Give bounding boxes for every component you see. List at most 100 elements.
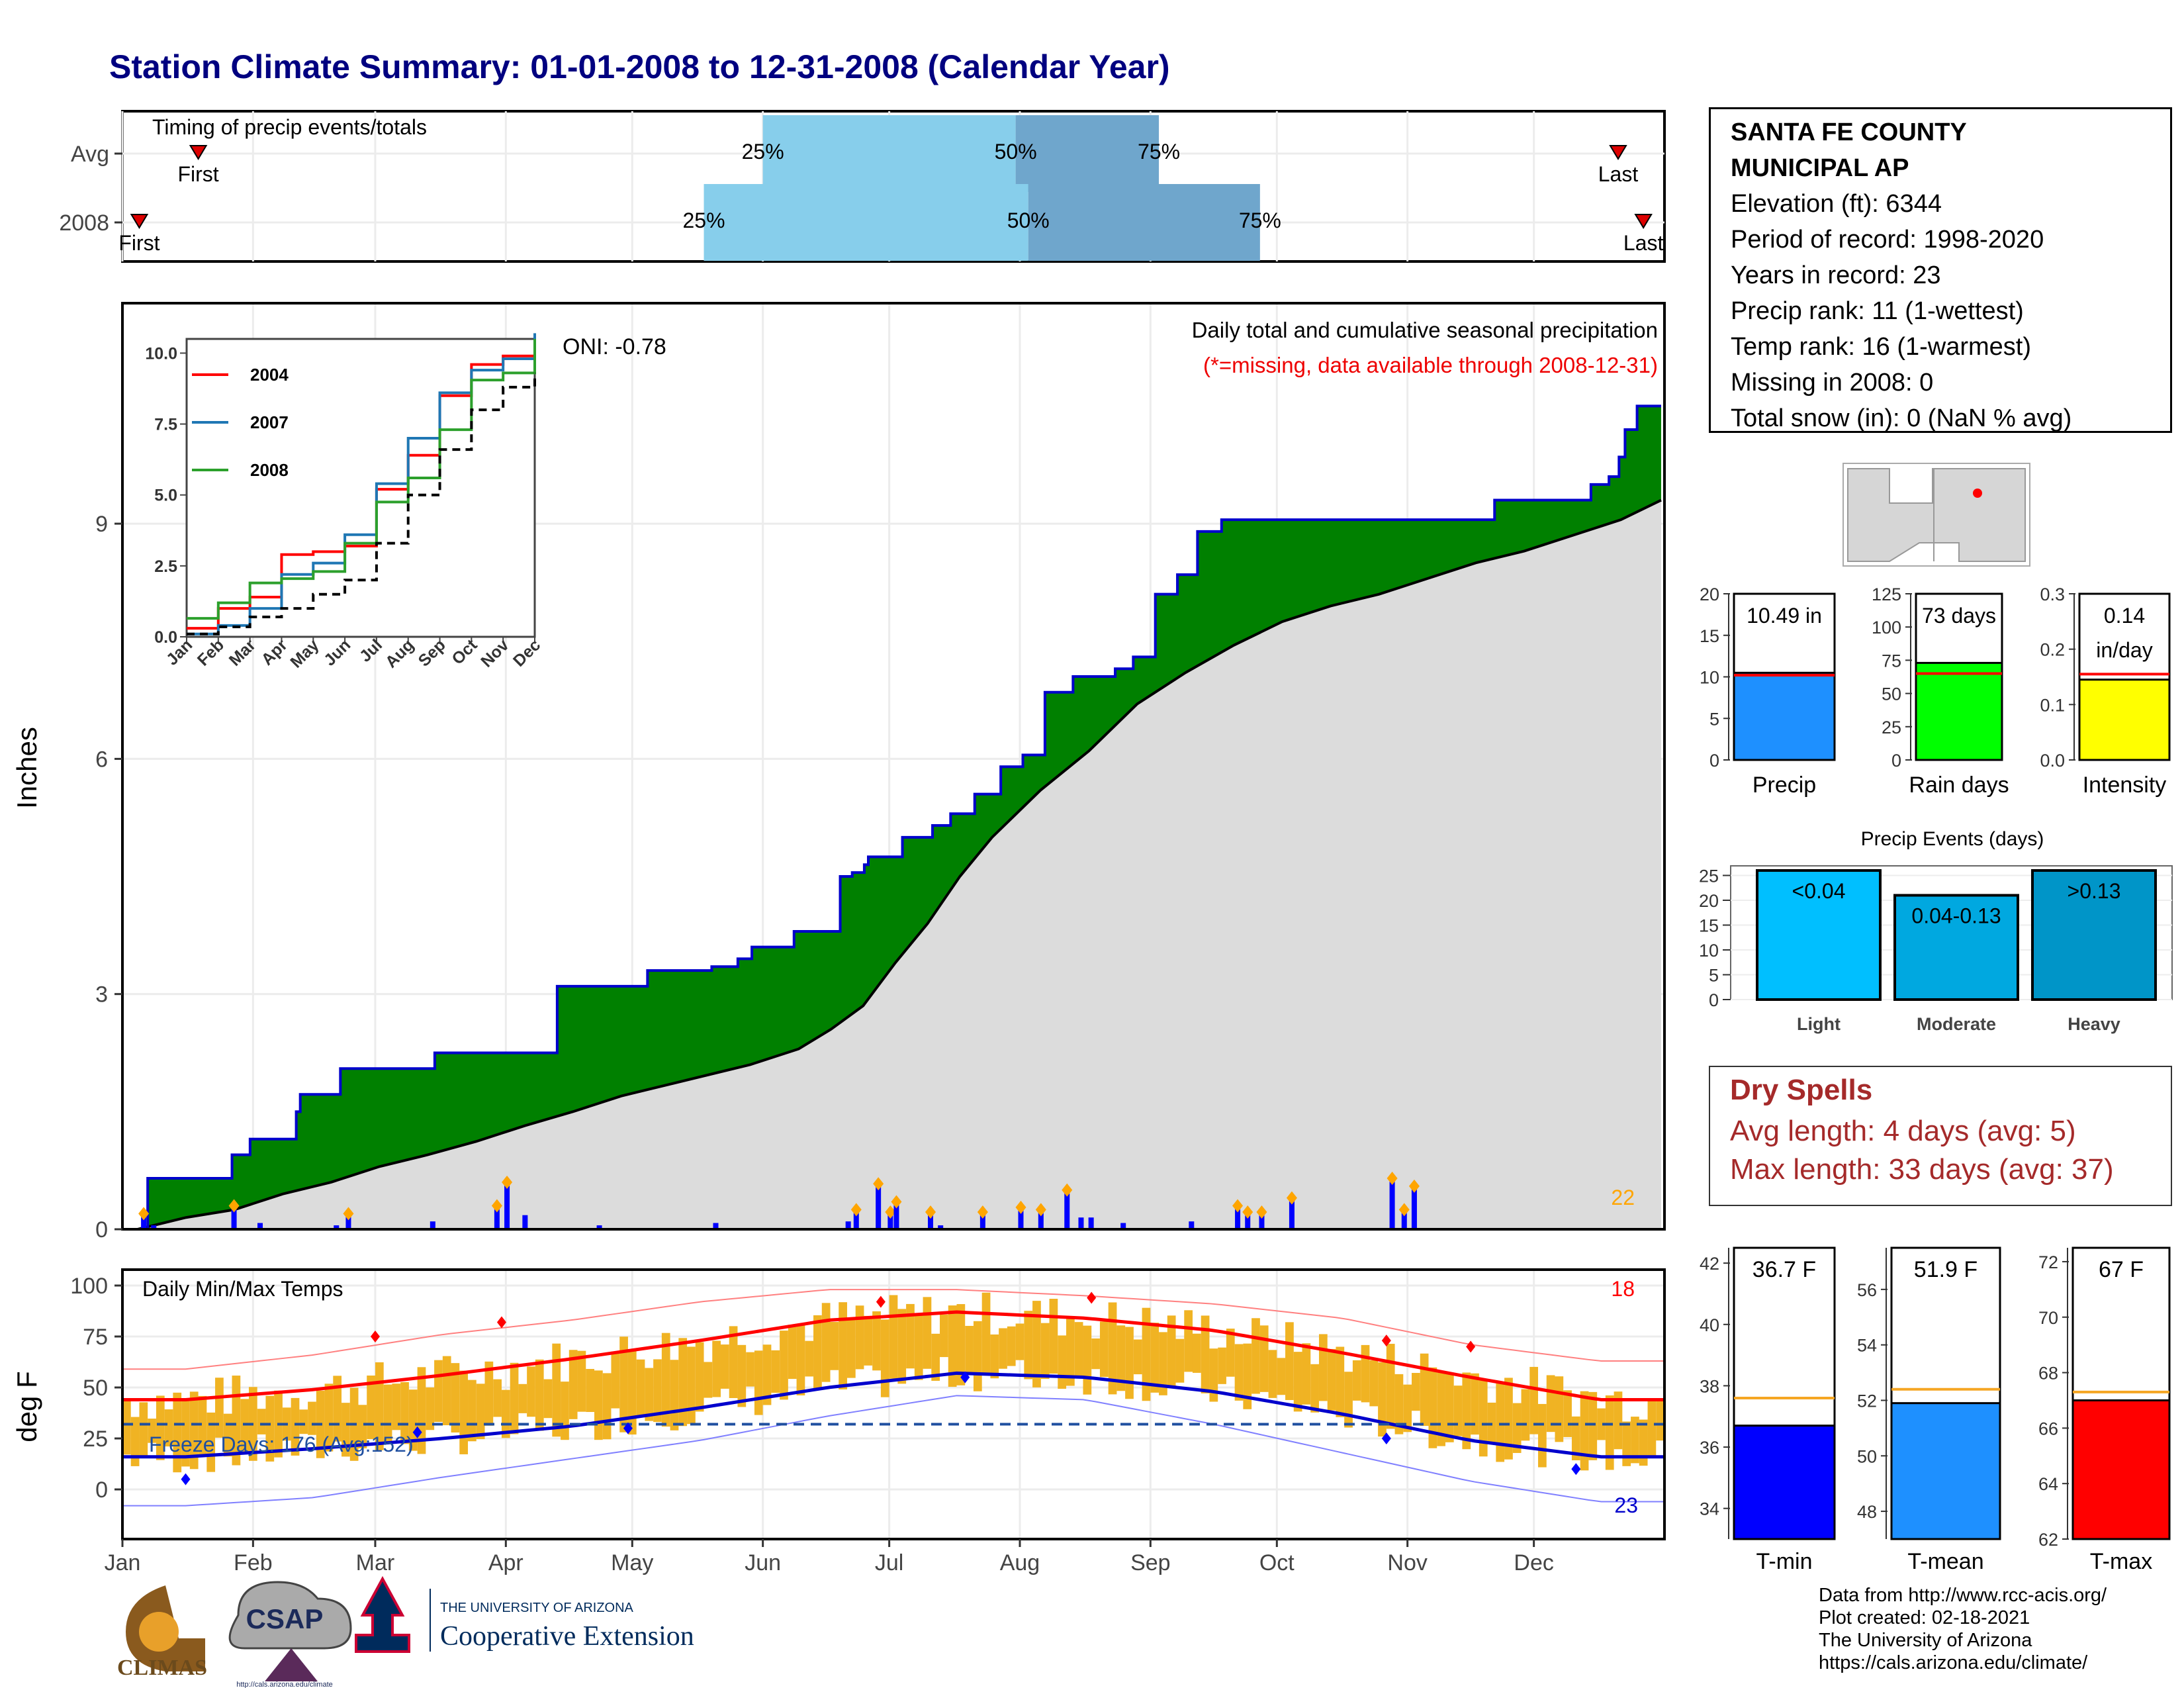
daily-precip-bar [713, 1223, 719, 1229]
summary-rain-days-ytick-label: 0 [1891, 751, 1901, 771]
daily-temp-range-bar [1024, 1311, 1033, 1380]
daily-temp-range-bar [1032, 1301, 1041, 1387]
inset-frame [185, 338, 536, 638]
csap-logo-mountain [265, 1648, 318, 1681]
daily-temp-range-bar [695, 1342, 704, 1412]
daily-precip-record-marker [1035, 1203, 1046, 1217]
daily-temp-range-bar [527, 1366, 535, 1417]
daily-temp-range-bar [164, 1409, 173, 1447]
precip-panel-frame [121, 302, 1666, 1231]
daily-temp-range-bar [1285, 1322, 1294, 1400]
daily-temp-range-bar [661, 1333, 670, 1427]
footer-url: https://cals.arizona.edu/climate/ [1819, 1652, 2088, 1673]
daily-temp-range-bar [518, 1383, 527, 1413]
daily-precip-bar [334, 1225, 340, 1229]
events-bar-light [1756, 869, 1882, 1001]
daily-temp-range-bar [636, 1359, 645, 1418]
daily-temp-range-bar [1394, 1374, 1404, 1434]
summary-precip-category-label: Precip [1752, 773, 1816, 798]
daily-temp-range-bar [543, 1379, 553, 1419]
daily-temp-range-bar [1378, 1362, 1387, 1437]
timing-row-label-Avg: Avg [71, 142, 109, 167]
temp-ytick-label: 25 [83, 1427, 108, 1452]
daily-temp-range-bar [341, 1403, 350, 1457]
daily-temp-range-bar [1631, 1417, 1639, 1464]
events-ytick-label: 25 [1699, 867, 1719, 886]
events-ytick-label: 10 [1699, 941, 1719, 961]
record-low-marker [623, 1422, 633, 1434]
precip-ytick-label: 3 [95, 982, 108, 1008]
precip-record-count: 22 [1611, 1186, 1635, 1209]
daily-temp-range-bar [1597, 1408, 1606, 1440]
daily-temp-range-bar [805, 1340, 814, 1377]
daily-temp-range-bar [720, 1344, 729, 1389]
events-category-label: Moderate [1917, 1014, 1996, 1034]
summary-precip-bar [1733, 671, 1836, 761]
month-tick-label: Mar [356, 1550, 395, 1575]
daily-temp-range-bar [821, 1303, 831, 1382]
daily-temp-range-bar [1588, 1391, 1598, 1460]
precip-average-area [138, 500, 1661, 1229]
daily-temp-range-bar [1150, 1323, 1160, 1393]
station-info-box: SANTA FE COUNTY MUNICIPAL AP Elevation (… [1709, 107, 2172, 433]
daily-precip-bar [876, 1184, 882, 1229]
daily-temp-range-bar [1412, 1373, 1420, 1411]
csap-logo-text: CSAP [246, 1603, 324, 1634]
events-title: Precip Events (days) [1861, 828, 2044, 850]
daily-temp-range-bar [1074, 1322, 1083, 1377]
precip-ytick-label: 0 [95, 1217, 108, 1243]
ua-logo-big-text: Cooperative Extension [440, 1621, 694, 1652]
daily-temp-range-bar [181, 1399, 190, 1467]
record-low-marker [181, 1473, 191, 1485]
daily-temp-range-bar [1184, 1310, 1193, 1372]
temp-summary-tmin-bar [1733, 1425, 1836, 1540]
daily-temp-range-bar [771, 1350, 780, 1393]
daily-temp-range-bar [729, 1326, 738, 1399]
inset-xtick-label: May [287, 635, 322, 671]
daily-temp-range-bar [678, 1338, 688, 1427]
daily-temp-range-bar [308, 1401, 316, 1435]
daily-temp-range-bar [897, 1309, 907, 1384]
daily-temp-range-bar [1066, 1317, 1075, 1386]
temp-y-axis-label: deg F [11, 1371, 42, 1442]
daily-precip-bar [504, 1182, 510, 1229]
temp-summary-tmax-value-label: 67 F [2099, 1257, 2144, 1282]
summary-intensity-value-label: in/day [2096, 638, 2152, 662]
temp-summary-tmax-ytick-label: 62 [2038, 1530, 2058, 1550]
daily-temp-range-bar [1428, 1367, 1437, 1448]
daily-temp-range-bar [687, 1346, 696, 1425]
daily-precip-bar [1189, 1221, 1195, 1229]
daily-temp-range-bar [880, 1319, 889, 1397]
dry-spells-max: Max length: 33 days (avg: 37) [1730, 1153, 2114, 1186]
daily-temp-range-bar [1209, 1348, 1218, 1402]
daily-temp-range-bar [846, 1319, 856, 1378]
daily-temp-range-bar [510, 1362, 519, 1434]
events-bar-heavy [2031, 869, 2157, 1001]
daily-temp-range-bar [1462, 1372, 1471, 1450]
daily-temp-range-bar [940, 1314, 948, 1358]
inset-xtick-label: Feb [194, 635, 228, 669]
daily-precip-record-marker [1232, 1199, 1244, 1213]
summary-rain-days-ytick-label: 50 [1882, 684, 1901, 704]
daily-temp-range-bar [594, 1370, 603, 1440]
station-precip-rank: Precip rank: 11 (1-wettest) [1731, 297, 2024, 325]
daily-temp-range-bar [906, 1303, 915, 1369]
inset-line-avg [187, 373, 536, 635]
daily-precip-bar [151, 1225, 157, 1229]
daily-precip-record-marker [873, 1177, 884, 1191]
daily-temp-range-bar [788, 1325, 797, 1380]
station-location-dot [1973, 489, 1982, 498]
ua-logo-small-text: THE UNIVERSITY OF ARIZONA [440, 1601, 634, 1615]
timing-bar-q1-Avg [762, 115, 1016, 192]
daily-precip-bar [1064, 1190, 1070, 1229]
timing-bar-q2-Avg [1015, 115, 1160, 192]
summary-rain-days-ytick-label: 25 [1882, 718, 1901, 737]
daily-temp-range-bar [653, 1359, 662, 1423]
daily-temp-range-bar [299, 1409, 308, 1434]
daily-temp-range-bar [855, 1305, 864, 1370]
first-event-marker-Avg [189, 145, 208, 160]
daily-temp-range-bar [1639, 1419, 1648, 1466]
inset-ytick-label: 7.5 [154, 416, 177, 434]
dry-spells-box: Dry Spells Avg length: 4 days (avg: 5) M… [1709, 1066, 2172, 1206]
summary-intensity-ytick-label: 0.1 [2040, 695, 2065, 715]
